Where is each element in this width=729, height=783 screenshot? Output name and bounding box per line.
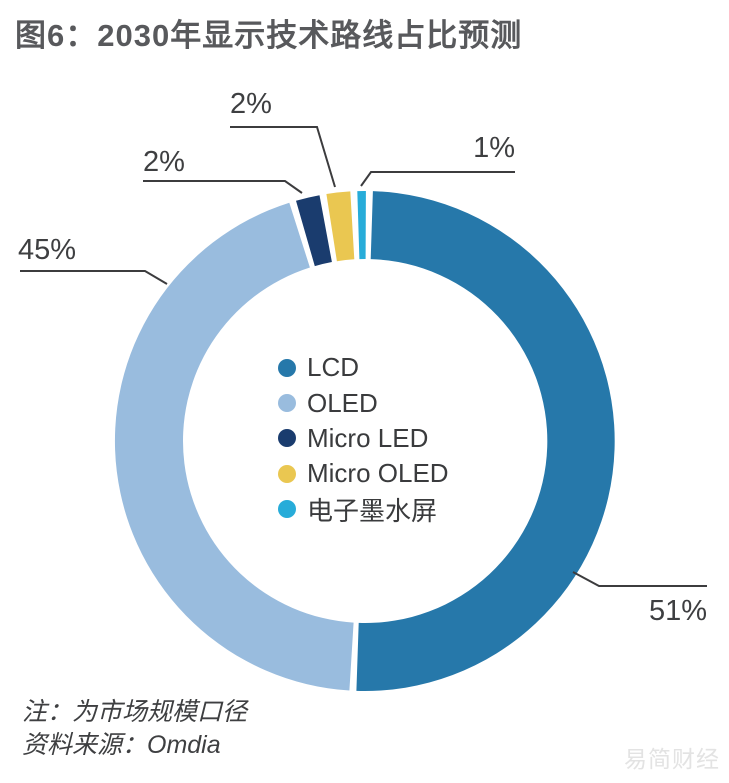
leader-line-OLED: [20, 270, 168, 285]
legend-dot-icon: [278, 500, 296, 519]
legend-dot-icon: [278, 429, 296, 448]
chart-note: 注：为市场规模口径: [22, 698, 248, 726]
chart-legend: LCD OLED Micro LED Micro OLED 电子墨水屏: [278, 350, 449, 527]
pie-segment-LCD: [356, 191, 615, 692]
legend-item-电子墨水屏: 电子墨水屏: [278, 492, 449, 527]
pie-segment-Micro LED: [296, 195, 332, 267]
pie-segment-Micro OLED: [326, 191, 355, 262]
segment-label-Micro OLED: 2%: [230, 88, 272, 120]
page-title: 图6：2030年显示技术路线占比预测: [15, 18, 523, 53]
chart-notes: 注：为市场规模口径 资料来源：Omdia: [22, 696, 247, 762]
legend-label: Micro LED: [307, 422, 429, 453]
segment-label-Micro LED: 2%: [143, 146, 185, 178]
segment-label-OLED: 45%: [18, 234, 76, 266]
legend-dot-icon: [278, 358, 296, 377]
legend-item-LCD: LCD: [278, 350, 449, 385]
pie-segment-电子墨水屏: [357, 190, 366, 260]
legend-label: OLED: [307, 387, 378, 418]
leader-line-Micro OLED: [230, 126, 336, 188]
leader-line-LCD: [572, 571, 707, 587]
leader-line-电子墨水屏: [360, 171, 515, 187]
segment-label-LCD: 51%: [649, 595, 707, 627]
chart-source: 资料来源：Omdia: [22, 731, 221, 759]
legend-item-Micro LED: Micro LED: [278, 421, 449, 456]
legend-dot-icon: [278, 464, 296, 483]
watermark: 易简财经: [624, 746, 720, 772]
legend-label: LCD: [307, 352, 360, 383]
legend-label: 电子墨水屏: [307, 495, 438, 526]
legend-label: Micro OLED: [307, 458, 449, 489]
pie-segment-OLED: [114, 202, 354, 691]
leader-line-Micro LED: [143, 180, 303, 194]
segment-label-电子墨水屏: 1%: [473, 132, 515, 164]
legend-item-OLED: OLED: [278, 385, 449, 420]
legend-item-Micro OLED: Micro OLED: [278, 456, 449, 491]
legend-dot-icon: [278, 394, 296, 413]
